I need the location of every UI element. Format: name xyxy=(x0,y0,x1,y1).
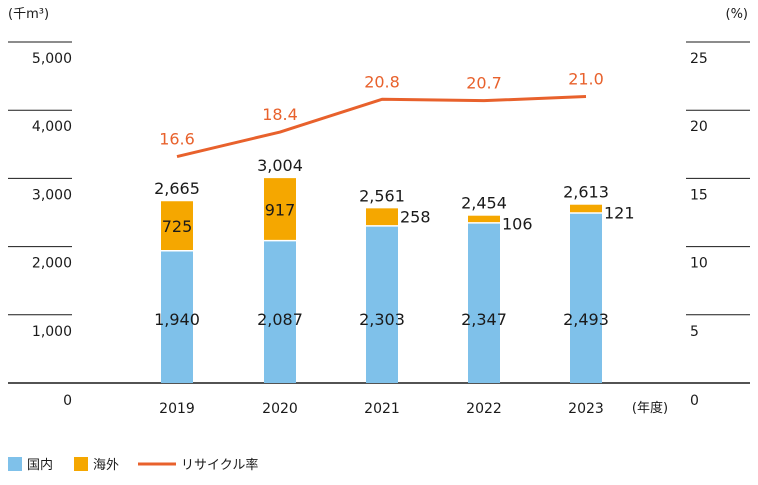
legend-label-rate: リサイクル率 xyxy=(181,457,258,473)
x-axis-unit: (年度) xyxy=(632,400,668,416)
bar-label-domestic: 2,493 xyxy=(563,310,609,329)
bar-domestic xyxy=(570,212,602,383)
rate-label: 16.6 xyxy=(159,130,195,149)
category-label: 2020 xyxy=(262,401,298,417)
left-axis-unit: (千m³) xyxy=(8,7,49,22)
legend-swatch-domestic xyxy=(8,457,22,471)
bar-label-total: 2,665 xyxy=(154,179,200,198)
bar-label-overseas: 725 xyxy=(162,217,193,236)
left-tick-label: 0 xyxy=(63,393,72,409)
legend-label-overseas: 海外 xyxy=(93,458,119,473)
bar-overseas xyxy=(468,215,500,223)
bar-label-total: 2,561 xyxy=(359,186,405,205)
left-axis: 0 1,000 2,000 3,000 4,000 5,000 xyxy=(32,51,72,409)
bar-domestic xyxy=(264,240,296,383)
legend-label-domestic: 国内 xyxy=(27,457,53,473)
bar-label-total: 2,454 xyxy=(461,194,507,213)
left-tick-label: 4,000 xyxy=(32,119,72,135)
category-labels: 2019 2020 2021 2022 2023 xyxy=(159,401,604,417)
left-tick-label: 2,000 xyxy=(32,256,72,272)
category-label: 2022 xyxy=(466,401,502,417)
rate-label: 20.8 xyxy=(364,72,400,91)
right-tick-label: 20 xyxy=(690,119,708,135)
bar-label-total: 2,613 xyxy=(563,183,609,202)
right-tick-label: 10 xyxy=(690,256,708,272)
rate-label: 20.7 xyxy=(466,74,502,93)
rate-label: 21.0 xyxy=(568,70,604,89)
right-tick-label: 0 xyxy=(690,393,699,409)
bar-label-domestic: 2,347 xyxy=(461,310,507,329)
bar-domestic xyxy=(366,225,398,383)
legend: 国内 海外 リサイクル率 xyxy=(8,457,258,473)
category-label: 2021 xyxy=(364,401,400,417)
bar-label-overseas: 258 xyxy=(400,207,431,226)
category-label: 2019 xyxy=(159,401,195,417)
bar-label-overseas: 121 xyxy=(604,204,635,223)
left-tick-label: 1,000 xyxy=(32,324,72,340)
rate-label: 18.4 xyxy=(262,105,298,124)
right-axis-unit: (%) xyxy=(726,7,749,22)
bars: 1,940 725 2,665 2,087 917 3,004 2,303 258 2,561 2… xyxy=(154,156,635,383)
right-tick-label: 25 xyxy=(690,51,708,67)
category-label: 2023 xyxy=(568,401,604,417)
bar-overseas xyxy=(161,201,193,251)
bar-label-total: 3,004 xyxy=(257,156,303,175)
bar-label-overseas: 106 xyxy=(502,215,533,234)
bar-label-domestic: 2,303 xyxy=(359,310,405,329)
bar-label-domestic: 2,087 xyxy=(257,310,303,329)
rate-line xyxy=(176,95,587,159)
right-tick-label: 5 xyxy=(690,324,699,340)
bar-domestic xyxy=(161,250,193,383)
bar-overseas xyxy=(366,208,398,226)
left-tick-label: 3,000 xyxy=(32,187,72,203)
bar-domestic xyxy=(468,222,500,383)
rate-line-group: 16.6 18.4 20.8 20.7 21.0 xyxy=(159,70,604,159)
bar-overseas xyxy=(570,204,602,213)
right-axis: 0 5 10 15 20 25 xyxy=(690,51,708,409)
bar-label-overseas: 917 xyxy=(265,200,296,219)
bar-overseas xyxy=(264,178,296,241)
left-tick-label: 5,000 xyxy=(32,51,72,67)
bar-label-domestic: 1,940 xyxy=(154,310,200,329)
legend-swatch-overseas xyxy=(74,457,88,471)
right-tick-label: 15 xyxy=(690,187,708,203)
